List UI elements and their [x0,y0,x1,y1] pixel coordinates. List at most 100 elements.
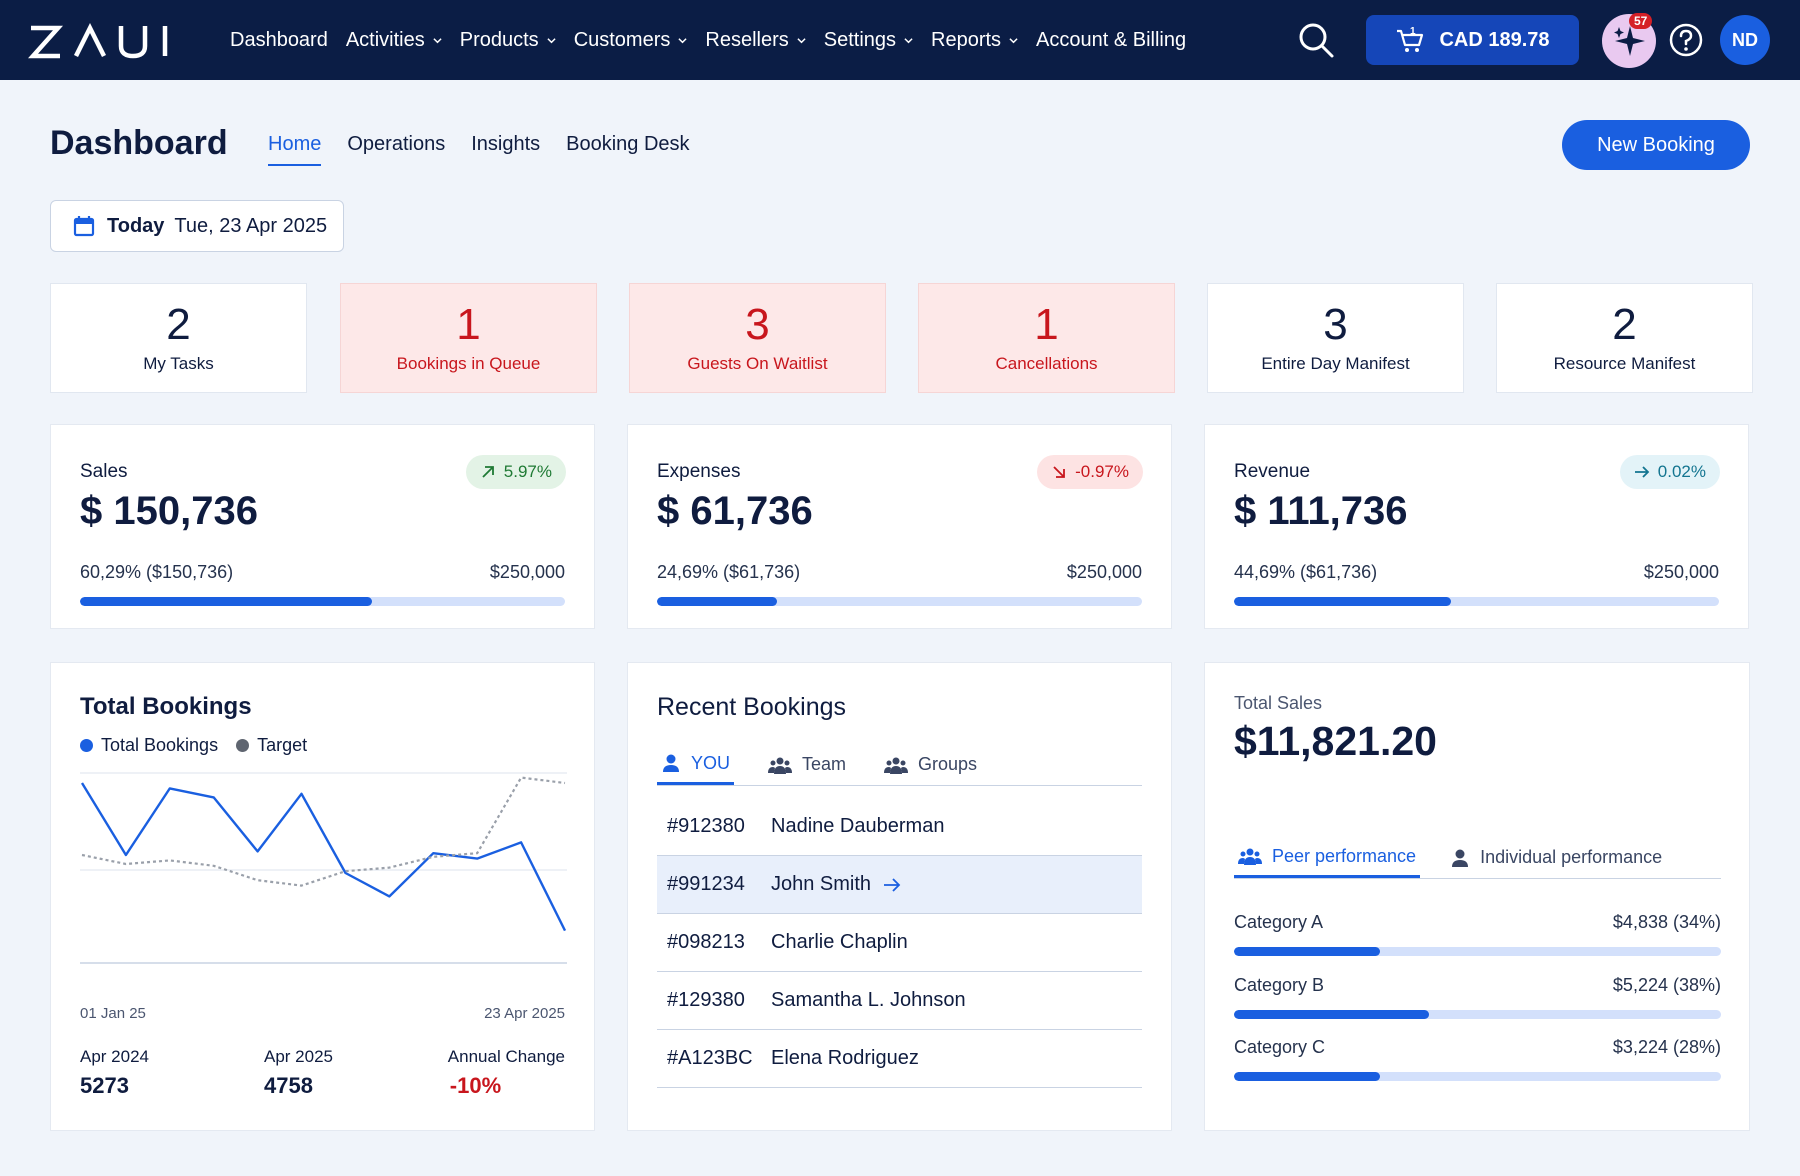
card-amount: $ 61,736 [657,489,813,533]
nav-link-label: Resellers [705,28,789,51]
booking-row[interactable]: #129380 Samantha L. Johnson [657,972,1142,1030]
nav-account-billing[interactable]: Account & Billing [1036,29,1186,52]
category-c: Category C $3,224 (28%) [1234,1037,1721,1081]
tile-cancellations[interactable]: 1 Cancellations [918,283,1175,393]
nav-settings[interactable]: Settings [824,29,913,52]
tile-count: 2 [1612,300,1637,349]
tile-guests-on-waitlist[interactable]: 3 Guests On Waitlist [629,283,886,393]
date-picker[interactable]: Today Tue, 23 Apr 2025 [50,200,344,252]
guest-name: Nadine Dauberman [771,815,945,837]
guest-name: Elena Rodriguez [771,1047,919,1069]
target-amount: $250,000 [1066,562,1142,582]
category-name: Category A [1234,912,1324,932]
category-value: $3,224 (28%) [1612,1037,1721,1057]
team-icon [768,757,793,774]
card-amount: $ 150,736 [80,489,258,533]
nav-customers[interactable]: Customers [574,29,688,52]
tab-peer-performance[interactable]: Peer performance [1234,837,1421,878]
help-icon[interactable] [1668,22,1704,58]
stat-annual-change: Annual Change -10% [447,1047,565,1098]
trend-value: -0.97% [1075,462,1129,481]
chevron-down-icon [1009,37,1018,43]
tab-groups[interactable]: Groups [880,744,981,785]
tab-operations[interactable]: Operations [347,133,446,155]
booking-row[interactable]: #A123BC Elena Rodriguez [657,1030,1142,1088]
booking-row[interactable]: #098213 Charlie Chaplin [657,914,1142,972]
tab-team[interactable]: Team [764,744,850,785]
cart-button[interactable]: 1 CAD 189.78 [1366,15,1579,65]
guest-name: Samantha L. Johnson [771,989,966,1011]
category-row: Category B $5,224 (38%) [1234,975,1721,996]
chevron-down-icon [678,37,687,43]
chevron-down-icon [904,37,913,43]
search-icon[interactable] [1296,20,1336,60]
nav-link-label: Products [459,28,539,51]
chevron-down-icon [797,37,806,43]
progress-fill [80,597,373,606]
tile-count: 3 [745,300,770,349]
nav-link-label: Activities [345,28,425,51]
cart-count: 1 [1410,26,1416,37]
tile-my-tasks[interactable]: 2 My Tasks [50,283,307,393]
progress-fill [657,597,777,606]
person-icon [1452,849,1469,867]
tab-booking-desk[interactable]: Booking Desk [566,133,690,155]
main-menu: Dashboard Activities Products Customers Rese… [230,0,1204,80]
trend-flat-icon [1634,466,1650,478]
tile-count: 1 [1034,300,1059,349]
total-sales-label: Total Sales [1234,693,1323,713]
progress-text: 60,29% ($150,736) [80,562,234,582]
tile-count: 2 [166,300,191,349]
tab-insights[interactable]: Insights [471,133,541,155]
performance-tabs: Peer performance Individual performance [1234,837,1721,879]
trend-badge: 0.02% [1619,455,1720,489]
tile-count: 3 [1323,300,1348,349]
total-bookings-card: Total Bookings Total Bookings Target 01 … [50,662,595,1131]
booking-id: #129380 [667,989,745,1011]
cart-icon: 1 [1397,26,1424,52]
tab-you[interactable]: YOU [657,744,735,785]
booking-id: #A123BC [667,1047,753,1069]
booking-row[interactable]: #912380 Nadine Dauberman [657,798,1142,856]
progress-row: 60,29% ($150,736) $250,000 [80,562,565,583]
chevron-down-icon [433,37,442,43]
progress-text: 24,69% ($61,736) [657,562,801,582]
nav-link-label: Customers [573,28,671,51]
nav-activities[interactable]: Activities [346,29,442,52]
new-booking-button[interactable]: New Booking [1562,120,1750,170]
legend-total-bookings: Total Bookings [80,735,218,756]
tab-individual-performance[interactable]: Individual performance [1446,837,1666,878]
category-fill [1234,1072,1381,1081]
category-bar [1234,1010,1721,1019]
user-avatar[interactable]: ND [1720,15,1770,65]
progress-row: 24,69% ($61,736) $250,000 [657,562,1142,583]
nav-resellers[interactable]: Resellers [705,28,806,52]
nav-reports[interactable]: Reports [931,29,1018,52]
category-fill [1234,947,1381,956]
recent-bookings-tabs: YOU Team Groups [657,744,1142,786]
arrow-right-icon[interactable] [883,877,901,892]
tab-home[interactable]: Home [268,133,322,166]
total-sales-amount: $11,821.20 [1234,718,1437,764]
tile-entire-day-manifest[interactable]: 3 Entire Day Manifest [1207,283,1464,393]
revenue-card: Revenue $ 111,736 0.02% 44,69% ($61,736) $25… [1204,424,1749,629]
sales-card: Sales $ 150,736 5.97% 60,29% ($150,736) $250… [50,424,595,629]
tile-resource-manifest[interactable]: 2 Resource Manifest [1496,283,1753,393]
nav-dashboard[interactable]: Dashboard [230,29,328,52]
trend-down-icon [1053,466,1066,478]
nav-products[interactable]: Products [460,29,556,52]
tile-count: 1 [456,300,481,349]
tile-label: My Tasks [143,354,214,373]
category-a: Category A $4,838 (34%) [1234,912,1721,956]
dashboard-tabs: Home Operations Insights Booking Desk [268,133,716,166]
expenses-card: Expenses $ 61,736 -0.97% 24,69% ($61,736) $2… [627,424,1172,629]
progress-bar [80,597,565,606]
category-row: Category A $4,838 (34%) [1234,912,1721,933]
progress-bar [657,597,1142,606]
zaui-logo[interactable] [28,20,193,60]
booking-row[interactable]: #991234 John Smith [657,856,1142,914]
team-icon [1238,848,1262,865]
tile-bookings-in-queue[interactable]: 1 Bookings in Queue [340,283,597,393]
nav-link-label: Reports [931,28,1002,51]
category-name: Category C [1234,1037,1326,1057]
